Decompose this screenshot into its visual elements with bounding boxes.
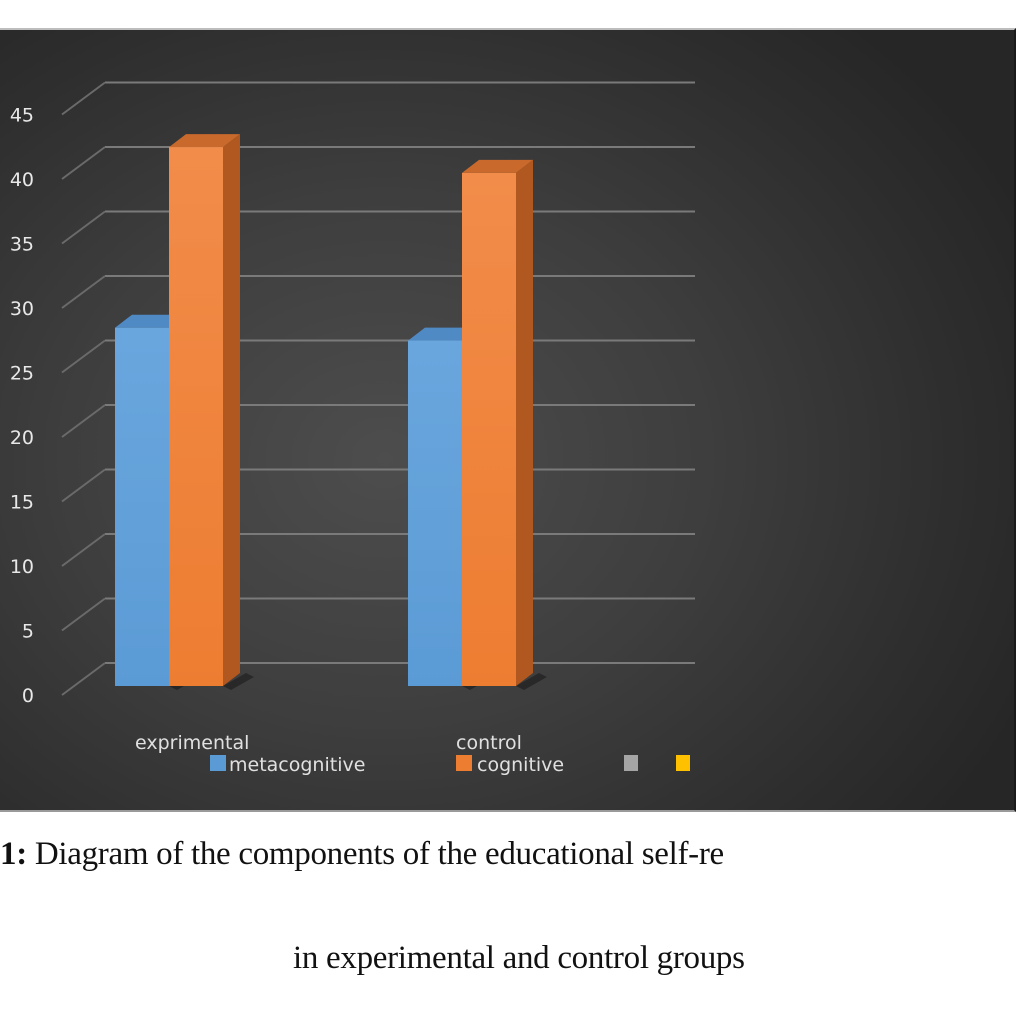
- y-tick-label: 20: [10, 427, 34, 449]
- figure-caption-line-1: 1: Diagram of the components of the educ…: [0, 836, 1024, 873]
- side-wall-line: [61, 404, 106, 438]
- bars: [115, 134, 547, 690]
- bar-cognitive-exprimental: [169, 134, 254, 690]
- legend-swatch-metacognitive: [210, 755, 226, 771]
- legend: metacognitive cognitive: [210, 754, 690, 776]
- legend-label-metacognitive: metacognitive: [229, 754, 365, 776]
- y-tick-label: 5: [22, 621, 34, 643]
- side-wall-line: [61, 533, 106, 567]
- side-wall-line: [61, 468, 106, 503]
- y-tick-label: 10: [10, 556, 34, 578]
- figure-caption-line-2: in experimental and control groups: [293, 940, 745, 976]
- y-tick-label: 0: [22, 685, 34, 707]
- category-label-experimental: exprimental: [135, 732, 249, 754]
- side-wall-line: [61, 81, 106, 116]
- y-tick-label: 35: [10, 234, 34, 256]
- legend-swatch-series3: [624, 755, 638, 771]
- y-tick-label: 40: [10, 169, 34, 191]
- y-tick-label: 45: [10, 105, 34, 127]
- bar-cognitive-control: [462, 159, 547, 690]
- side-wall-line: [61, 662, 106, 696]
- y-tick-label: 15: [10, 492, 34, 514]
- category-label-control: control: [456, 732, 522, 754]
- y-axis: 0 5 10 15 20 25 30 35 40 45: [10, 105, 34, 708]
- y-tick-label: 25: [10, 363, 34, 385]
- chart-plot: 0 5 10 15 20 25 30 35 40 45 exprimental control m…: [10, 81, 695, 776]
- legend-swatch-series4: [676, 755, 690, 771]
- side-wall-line: [61, 275, 106, 309]
- legend-swatch-cognitive: [456, 755, 472, 771]
- figure-number: 1:: [0, 836, 27, 872]
- side-wall-line: [61, 597, 106, 632]
- side-wall-line: [61, 339, 106, 374]
- y-tick-label: 30: [10, 298, 34, 320]
- legend-label-cognitive: cognitive: [477, 754, 564, 776]
- side-wall-line: [61, 146, 106, 180]
- side-wall-line: [61, 210, 106, 245]
- caption-text-1: Diagram of the components of the educati…: [26, 836, 724, 872]
